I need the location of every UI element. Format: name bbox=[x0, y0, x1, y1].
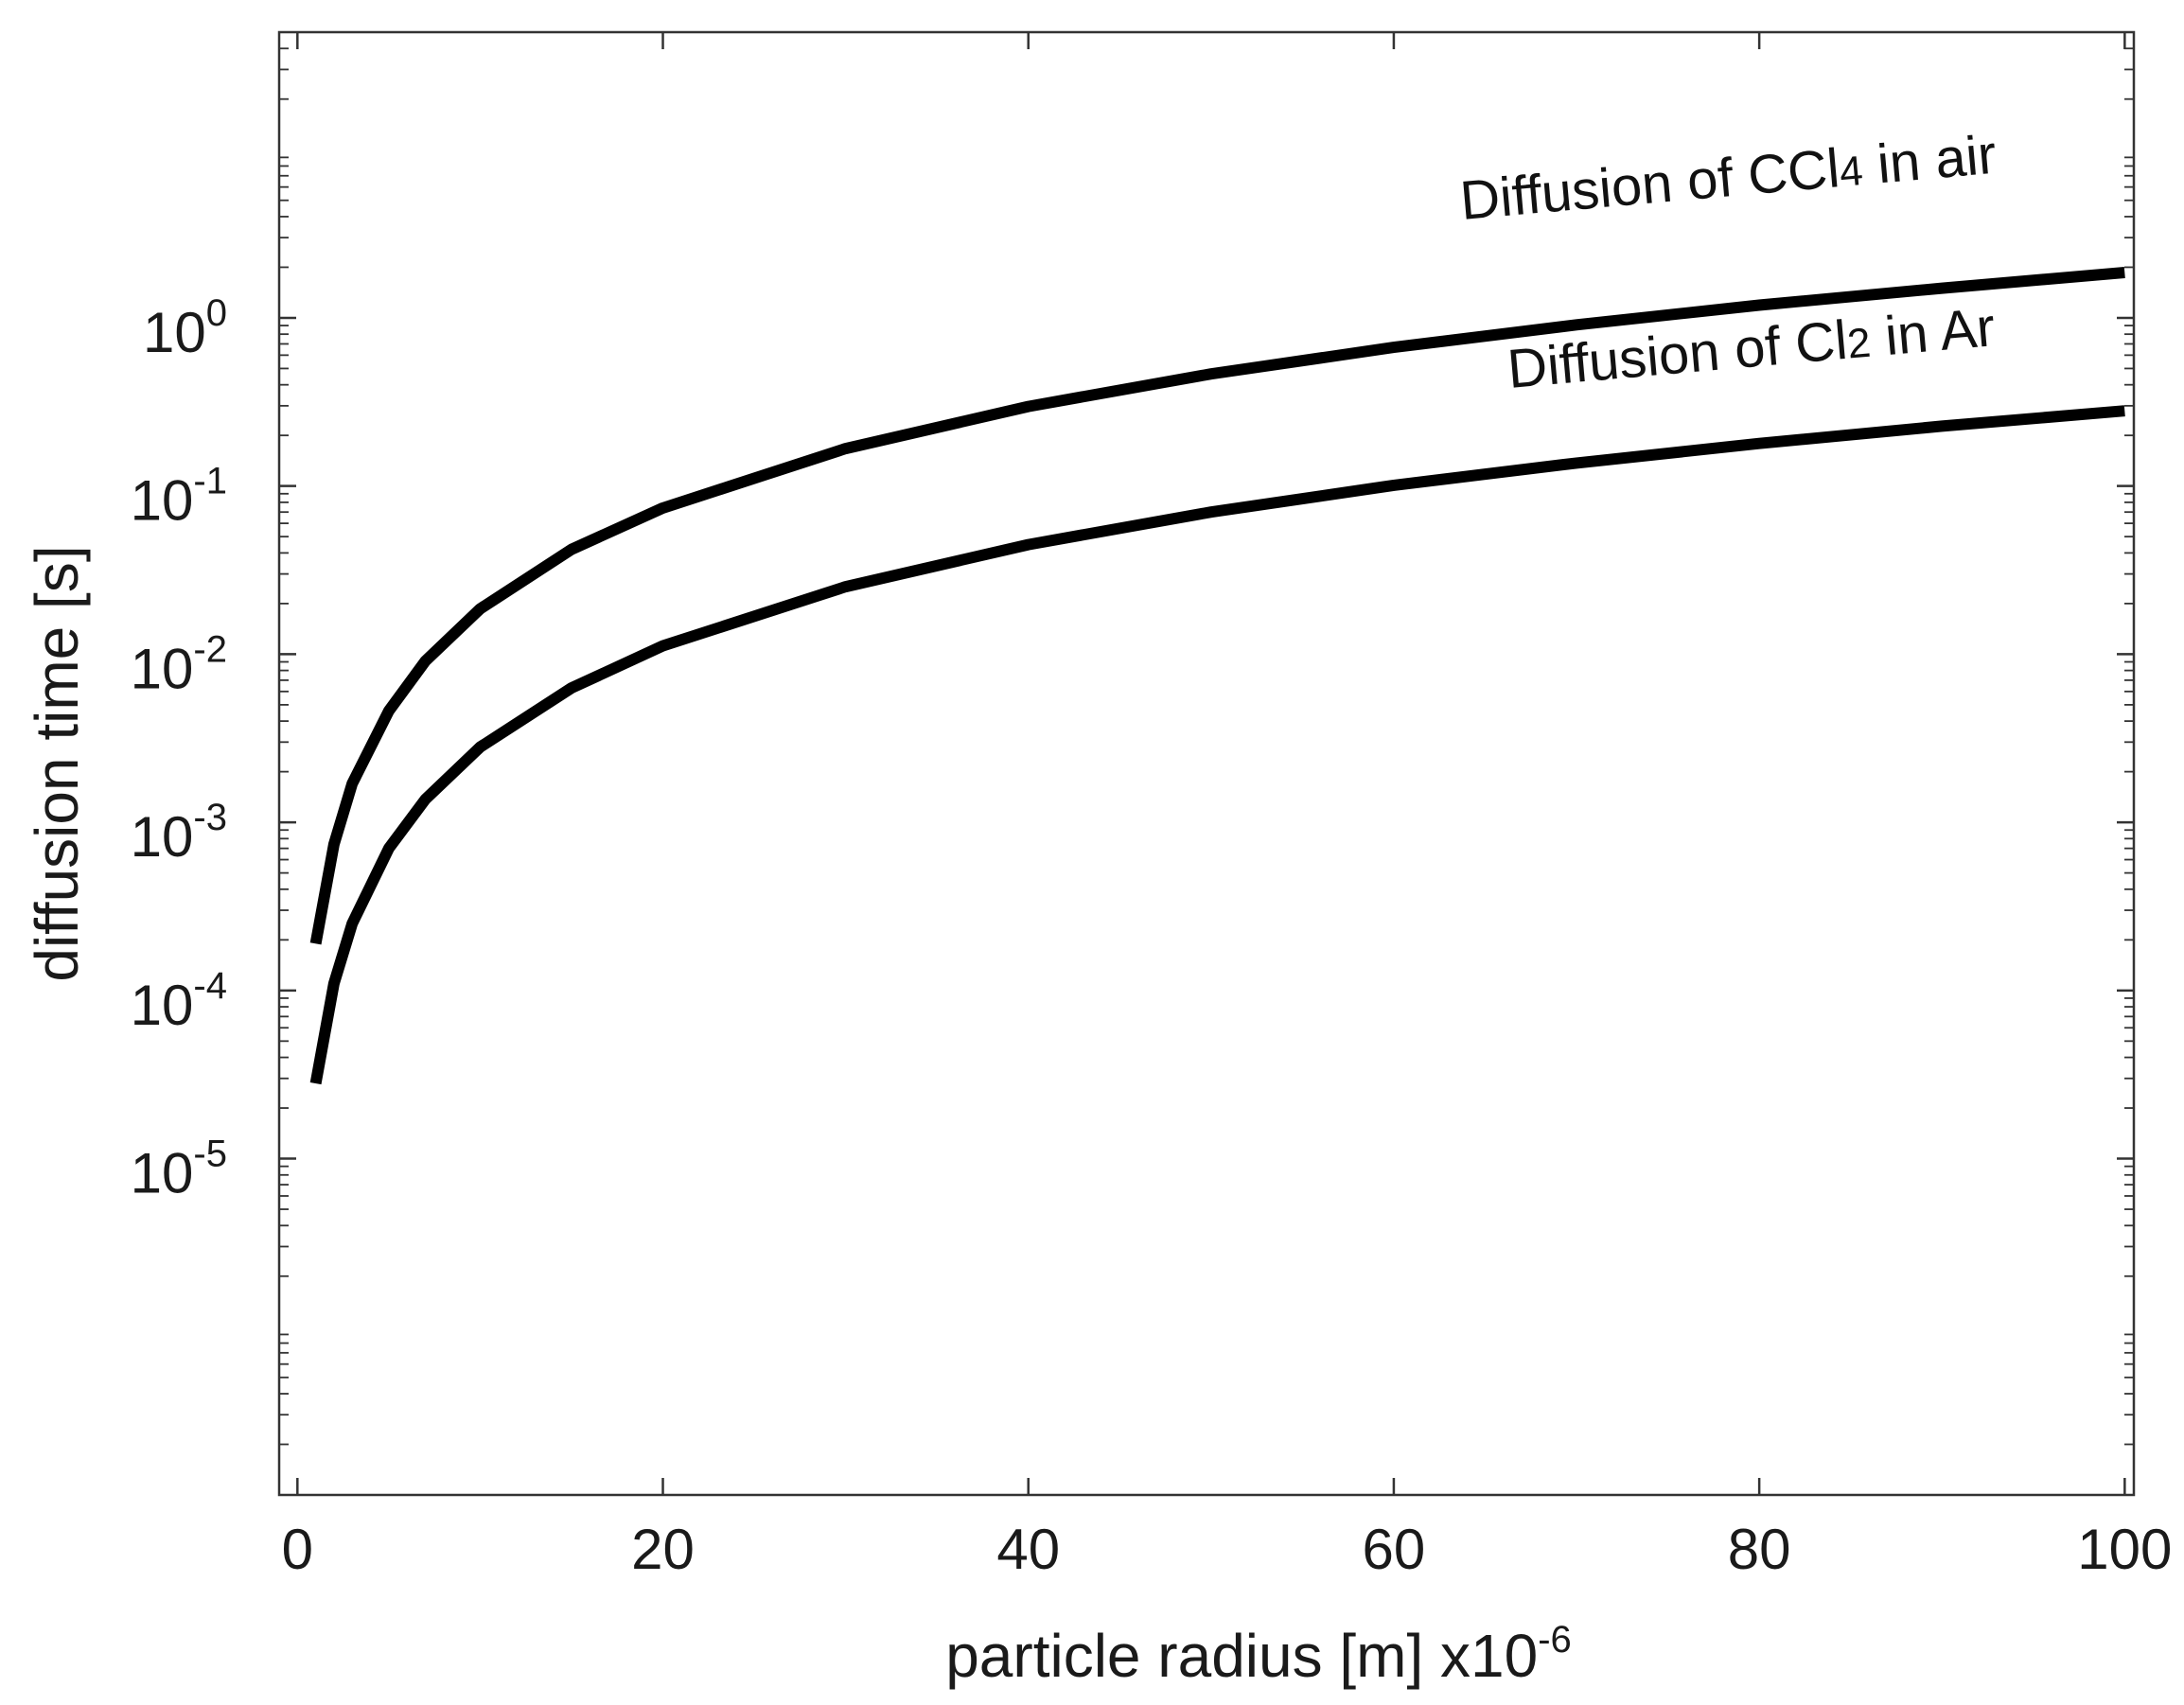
series-line-1 bbox=[309, 405, 2125, 1085]
x-axis: 0 20 40 60 80 100 bbox=[282, 32, 2172, 1581]
y-tick-label-0: 100 bbox=[143, 292, 227, 364]
x-axis-title: particle radius [m] x10-6 bbox=[945, 1619, 1572, 1690]
y-tick-label-3: 10-3 bbox=[131, 797, 227, 869]
y-axis-title: diffusion time [s] bbox=[23, 545, 91, 981]
x-tick-label-5: 100 bbox=[2077, 1518, 2172, 1581]
y-tick-label-1: 10-1 bbox=[131, 461, 227, 533]
x-tick-label-3: 60 bbox=[1363, 1518, 1426, 1581]
x-tick-label-1: 20 bbox=[631, 1518, 695, 1581]
minor-ticks bbox=[279, 47, 2134, 1446]
series-line-0 bbox=[309, 267, 2125, 945]
y-tick-label-2: 10-2 bbox=[131, 628, 227, 700]
y-tick-label-5: 10-5 bbox=[131, 1134, 227, 1205]
series-lines bbox=[309, 267, 2125, 1085]
x-tick-label-4: 80 bbox=[1728, 1518, 1791, 1581]
x-tick-label-2: 40 bbox=[996, 1518, 1060, 1581]
y-axis: 100 10-1 10-2 10-3 10-4 10-5 bbox=[131, 292, 2134, 1205]
x-tick-label-0: 0 bbox=[282, 1518, 313, 1581]
plot-area bbox=[277, 30, 2136, 1497]
y-tick-label-4: 10-4 bbox=[131, 965, 227, 1037]
